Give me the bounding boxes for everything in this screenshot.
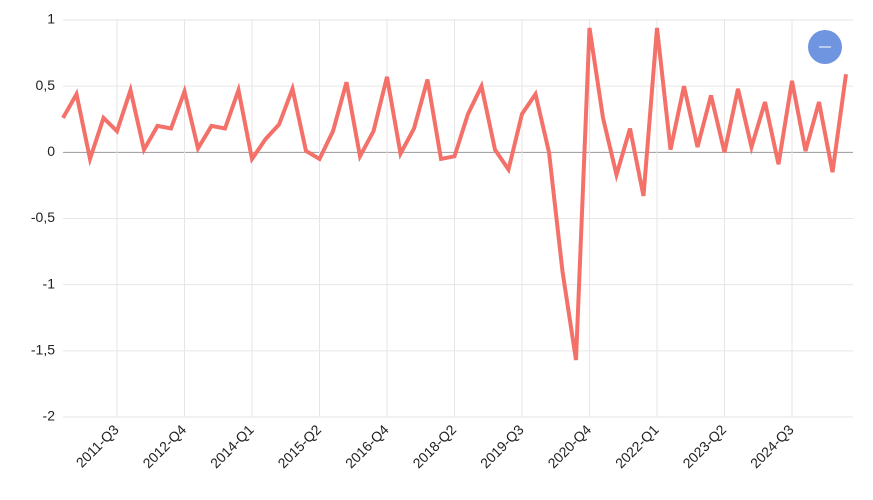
x-tick-label: 2019-Q3 (477, 421, 527, 471)
zoom-button[interactable] (808, 30, 842, 64)
data-line (61, 27, 848, 361)
x-tick-label: 2022-Q1 (612, 421, 662, 471)
x-tick-label: 2015-Q2 (274, 421, 324, 471)
x-tick-label: 2023-Q2 (679, 421, 729, 471)
x-tick-label: 2020-Q4 (544, 421, 594, 471)
y-tick-label: 0 (47, 143, 55, 159)
x-tick-label: 2018-Q2 (409, 421, 459, 471)
x-tick-label: 2012-Q4 (139, 421, 189, 471)
y-tick-label: -1,5 (31, 342, 55, 358)
y-tick-label: -0,5 (31, 209, 55, 225)
x-tick-label: 2024-Q3 (747, 421, 797, 471)
x-tick-label: 2011-Q3 (73, 421, 122, 470)
y-tick-label: -2 (43, 408, 56, 424)
y-tick-label: 0,5 (36, 77, 56, 93)
x-tick-label: 2016-Q4 (342, 421, 392, 471)
x-tick-label: 2014-Q1 (207, 421, 257, 471)
y-tick-label: 1 (47, 11, 55, 27)
y-tick-label: -1 (43, 275, 56, 291)
